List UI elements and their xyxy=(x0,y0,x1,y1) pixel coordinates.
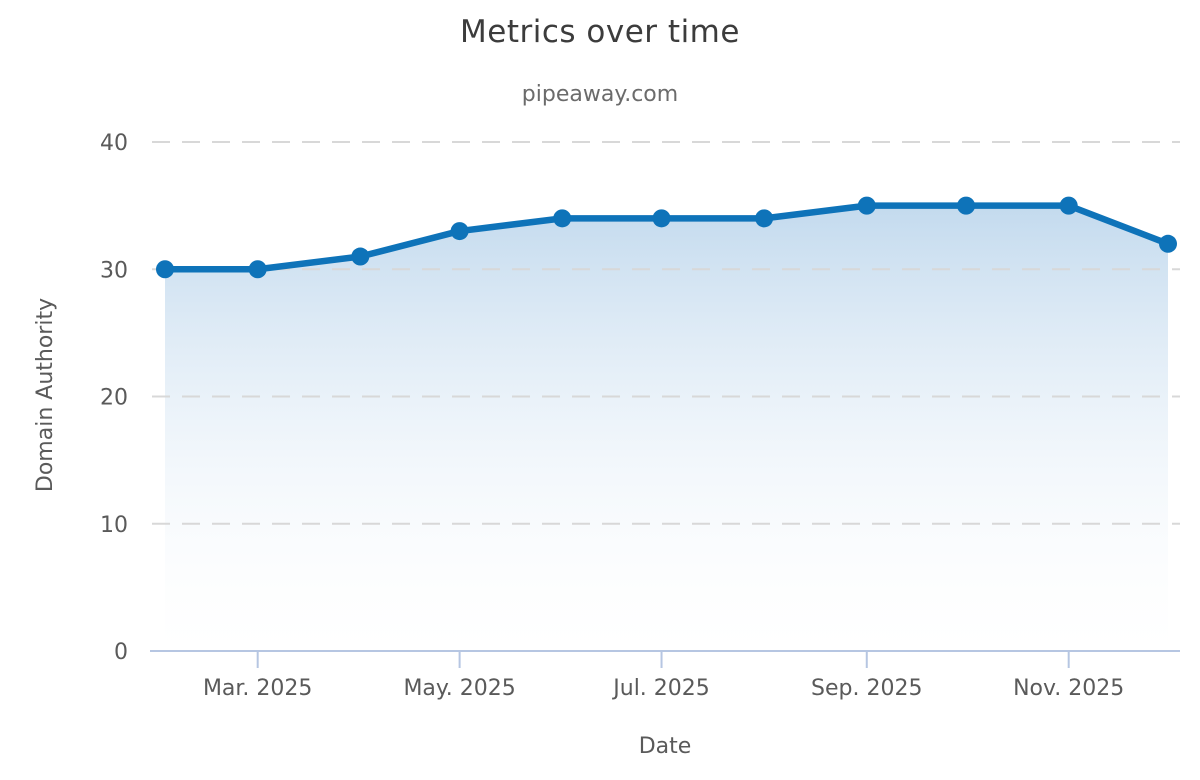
x-tick-label: Sep. 2025 xyxy=(811,676,922,701)
data-point[interactable] xyxy=(351,247,370,266)
x-tick-label: Nov. 2025 xyxy=(1013,676,1124,701)
data-point[interactable] xyxy=(553,209,572,228)
y-tick-label: 0 xyxy=(114,640,128,665)
x-tick-label: May. 2025 xyxy=(403,676,515,701)
y-tick-label: 40 xyxy=(100,131,128,156)
chart-title: Metrics over time xyxy=(460,14,740,50)
data-point[interactable] xyxy=(857,196,876,215)
x-tick-label: Mar. 2025 xyxy=(203,676,312,701)
data-point[interactable] xyxy=(450,222,469,241)
y-tick-label: 20 xyxy=(100,386,128,411)
y-tick-label: 10 xyxy=(100,513,128,538)
data-point[interactable] xyxy=(1059,196,1078,215)
data-point[interactable] xyxy=(957,196,976,215)
data-point[interactable] xyxy=(156,260,174,279)
x-tick-label: Jul. 2025 xyxy=(611,676,710,701)
y-tick-label: 30 xyxy=(100,258,128,283)
data-point[interactable] xyxy=(755,209,774,228)
area-fill xyxy=(165,205,1168,651)
chart-subtitle: pipeaway.com xyxy=(521,82,679,107)
data-point[interactable] xyxy=(248,260,267,279)
data-point[interactable] xyxy=(1159,234,1177,253)
x-axis-title: Date xyxy=(638,734,692,759)
data-point[interactable] xyxy=(652,209,671,228)
